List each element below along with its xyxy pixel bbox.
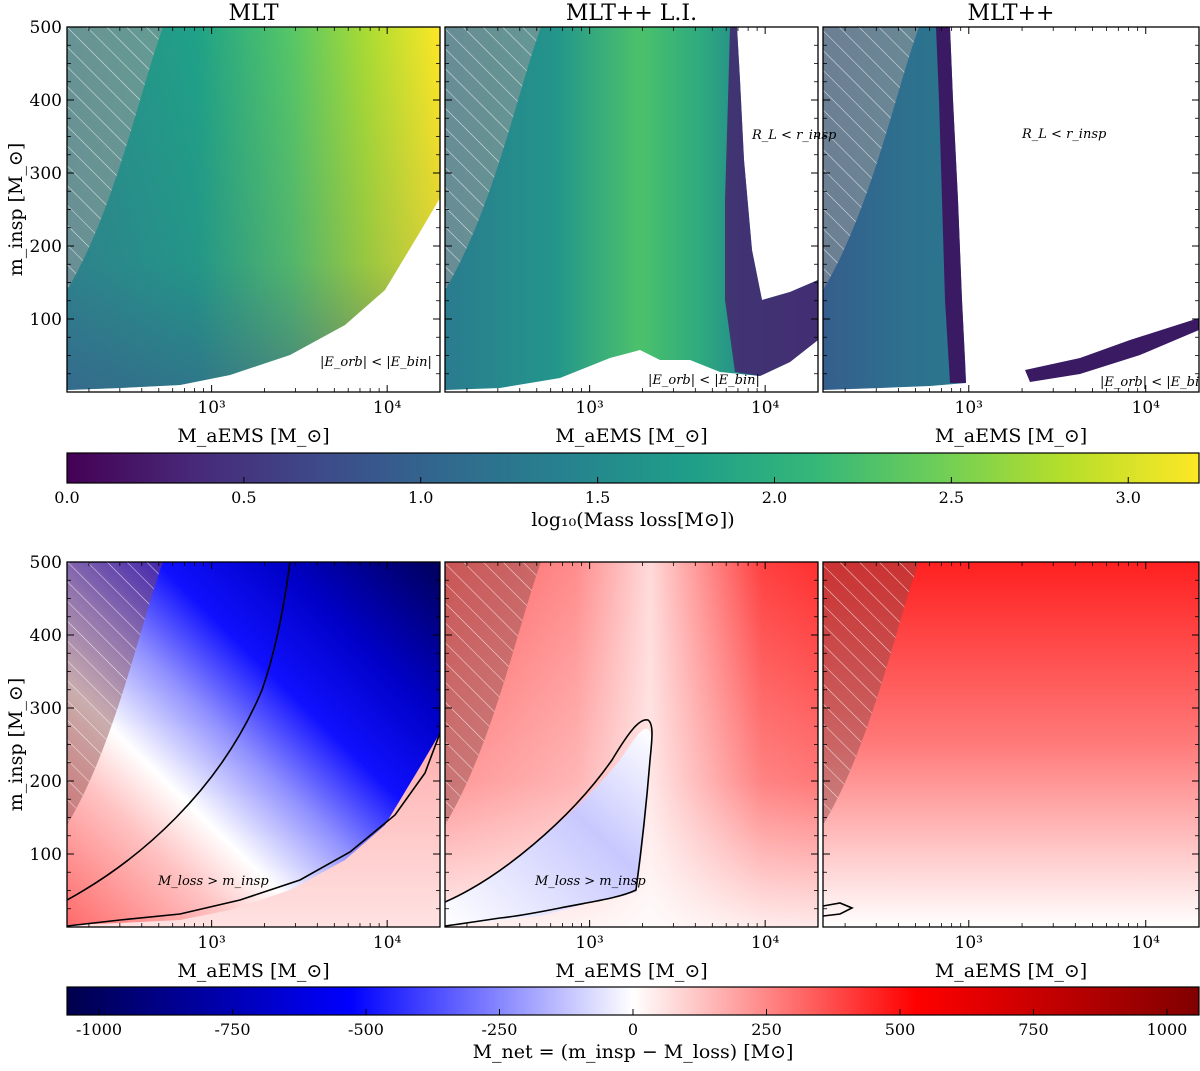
x-axis-label: M_aEMS [M_⊙] xyxy=(935,960,1087,982)
colorbar-bottom: -1000 -750 -500 -250 0 250 500 750 1000 M_net = … xyxy=(66,986,1200,1063)
negative-lobe xyxy=(445,728,652,926)
panel-title: MLT xyxy=(228,1,278,26)
annotation-mlt-bottom: M_loss > m_insp xyxy=(157,874,269,889)
x-tick-label: 10⁴ xyxy=(373,398,402,418)
y-tick-label: 500 xyxy=(30,18,62,38)
colorbar-tick-label: 1000 xyxy=(1147,1020,1188,1039)
colorbar-tick-label: -250 xyxy=(482,1020,518,1039)
y-tick-label: 300 xyxy=(30,164,62,184)
hatched-region-lines xyxy=(823,562,919,825)
annotation-pp-top-a: R_L < r_insp xyxy=(1021,127,1107,142)
annotation-li-top-a: R_L < r_insp xyxy=(751,128,837,143)
massloss-field xyxy=(445,27,818,390)
y-tick-label: 100 xyxy=(30,310,62,330)
y-tick-label: 500 xyxy=(30,553,62,573)
dark-bottom-overlay xyxy=(67,27,440,390)
y-tick-label: 100 xyxy=(30,845,62,865)
y-axis-label: m_insp [M_⊙] xyxy=(5,143,27,276)
x-tick-label: 10⁴ xyxy=(373,933,402,953)
x-tick-label: 10⁴ xyxy=(1132,398,1161,418)
colorbar-tick-label: 1.5 xyxy=(585,488,610,507)
axes-panel: 10³ 10⁴ 100 200 300 400 500 M_aEMS [M_⊙] m_insp … xyxy=(5,1,441,447)
x-tick-label: 10³ xyxy=(955,933,983,953)
colorbar-tick-label: 3.0 xyxy=(1116,488,1141,507)
colorbar-top: 0.0 0.5 1.0 1.5 2.0 2.5 3.0 log₁₀(Mass loss[M⊙… xyxy=(54,452,1200,531)
x-tick-label: 10⁴ xyxy=(751,933,780,953)
x-tick-label: 10³ xyxy=(955,398,983,418)
x-axis-label: M_aEMS [M_⊙] xyxy=(177,425,329,447)
colorbar-tick-label: -1000 xyxy=(76,1020,122,1039)
hatched-region-lines xyxy=(445,562,541,825)
colorbar-top-gradient xyxy=(66,452,1200,484)
colorbar-tick-label: 1.0 xyxy=(408,488,433,507)
colorbar-bottom-gradient xyxy=(66,986,1200,1016)
net-field-main xyxy=(67,562,440,925)
axes-panel: 10³ 10⁴ M_aEMS [M_⊙] MLT++ xyxy=(822,1,1200,447)
y-tick-label: 200 xyxy=(30,772,62,792)
heatmap-mlt-massloss xyxy=(67,27,440,390)
hatched-region-lines xyxy=(823,27,919,290)
axes-panel: 10³ 10⁴ 100 200 300 400 500 M_aEMS [M_⊙] m_insp … xyxy=(5,553,441,982)
hatched-region-lines xyxy=(67,27,163,290)
axes-panel: 10³ 10⁴ M_aEMS [M_⊙] xyxy=(444,561,819,982)
y-tick-label: 400 xyxy=(30,626,62,646)
dark-edge xyxy=(936,27,966,383)
annotation-li-top-b: |E_orb| < |E_bin| xyxy=(648,373,760,388)
heatmap-pp-massloss xyxy=(823,27,1199,390)
panel-title: MLT++ xyxy=(968,1,1055,26)
contour-small xyxy=(823,902,854,917)
axes-panel: 10³ 10⁴ M_aEMS [M_⊙] xyxy=(822,561,1200,982)
colorbar-tick-label: 0.0 xyxy=(54,488,79,507)
x-axis-label: M_aEMS [M_⊙] xyxy=(177,960,329,982)
panel-title: MLT++ L.I. xyxy=(566,1,697,26)
x-tick-label: 10³ xyxy=(575,933,603,953)
x-tick-label: 10³ xyxy=(575,398,603,418)
annotation-mlt-top: |E_orb| < |E_bin| xyxy=(320,355,432,370)
x-axis-label: M_aEMS [M_⊙] xyxy=(935,425,1087,447)
x-tick-label: 10³ xyxy=(197,398,225,418)
y-tick-label: 200 xyxy=(30,237,62,257)
axes-panel: 10³ 10⁴ M_aEMS [M_⊙] MLT++ L.I. xyxy=(444,1,819,447)
contour-mloss-lower xyxy=(67,732,440,927)
colorbar-tick-label: 0.5 xyxy=(231,488,256,507)
heatmap-pp-net xyxy=(823,562,1199,927)
hatched-region-lines xyxy=(445,27,541,290)
contour-mloss xyxy=(445,719,653,927)
colorbar-tick-label: 250 xyxy=(751,1020,782,1039)
heatmap-mlt-net xyxy=(67,562,440,927)
x-axis-label: M_aEMS [M_⊙] xyxy=(555,425,707,447)
y-tick-label: 400 xyxy=(30,91,62,111)
y-tick-label: 300 xyxy=(30,699,62,719)
colorbar-tick-label: -500 xyxy=(348,1020,384,1039)
x-tick-label: 10⁴ xyxy=(751,398,780,418)
colorbar-bottom-label: M_net = (m_insp − M_loss) [M⊙] xyxy=(473,1041,794,1063)
colorbar-tick-label: 0 xyxy=(628,1020,638,1039)
colorbar-top-label: log₁₀(Mass loss[M⊙]) xyxy=(531,509,734,531)
colorbar-tick-label: -750 xyxy=(215,1020,251,1039)
heatmap-li-net xyxy=(445,562,818,927)
annotation-li-bottom: M_loss > m_insp xyxy=(534,874,646,889)
x-axis-label: M_aEMS [M_⊙] xyxy=(555,960,707,982)
colorbar-tick-label: 2.0 xyxy=(762,488,787,507)
contour-mloss xyxy=(67,562,291,901)
y-axis-label: m_insp [M_⊙] xyxy=(5,678,27,811)
heatmap-li-massloss xyxy=(445,27,818,390)
annotation-pp-top-b: |E_orb| < |E_bin| xyxy=(1100,375,1200,390)
dark-tail xyxy=(1025,318,1199,382)
colorbar-tick-label: 500 xyxy=(885,1020,916,1039)
dark-band xyxy=(725,27,818,376)
x-tick-label: 10³ xyxy=(197,933,225,953)
axes-layer: 10³ 10⁴ 100 200 300 400 500 M_aEMS [M_⊙] m_insp … xyxy=(5,1,1200,982)
colorbar-tick-label: 750 xyxy=(1018,1020,1049,1039)
colorbar-tick-label: 2.5 xyxy=(939,488,964,507)
x-tick-label: 10⁴ xyxy=(1132,933,1161,953)
hatched-region-lines xyxy=(67,562,163,825)
